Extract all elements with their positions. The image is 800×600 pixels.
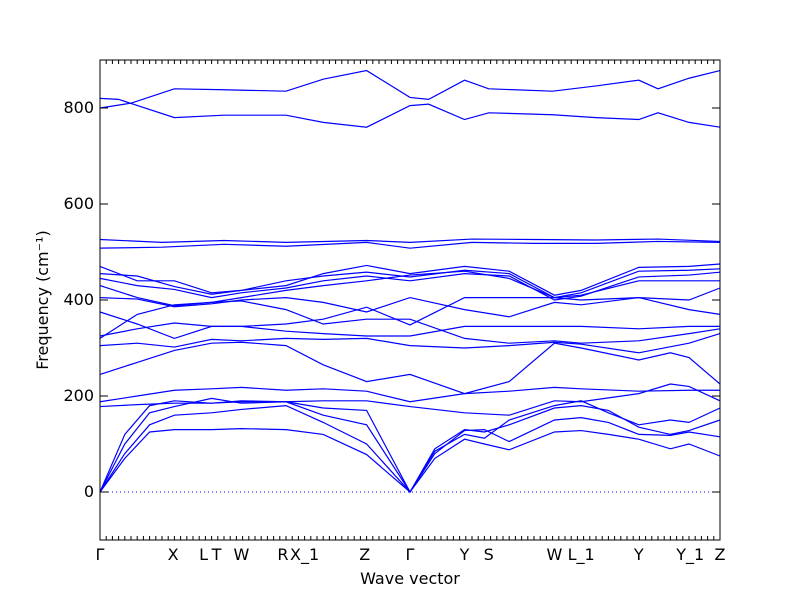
- band-line-17: [99, 400, 721, 494]
- band-line-18: [99, 397, 721, 494]
- x-tick-label-5: W: [233, 545, 249, 564]
- x-tick-label-1: Γ: [96, 545, 105, 564]
- band-line-7: [99, 271, 721, 301]
- band-line-15: [99, 386, 720, 403]
- band-line-6: [99, 268, 721, 299]
- band-line-13: [99, 333, 721, 354]
- x-tick-label-12: W: [547, 545, 563, 564]
- plot-frame: [99, 59, 721, 541]
- x-tick-label-9: Γ: [406, 545, 415, 564]
- x-tick-label-3: L: [199, 545, 208, 564]
- band-line-4: [99, 240, 721, 249]
- band-line-1: [99, 69, 721, 109]
- band-line-3: [99, 238, 721, 244]
- band-line-19: [99, 404, 721, 493]
- band-line-16: [99, 383, 721, 416]
- x-tick-label-4: T: [211, 545, 222, 564]
- x-tick-label-10: Y: [459, 545, 470, 564]
- y-tick-label: 200: [63, 386, 94, 405]
- x-tick-label-2: X: [168, 545, 179, 564]
- band-line-12: [99, 300, 721, 344]
- y-tick-label: 0: [84, 482, 94, 501]
- y-tick-label: 400: [63, 290, 94, 309]
- band-line-5: [99, 263, 721, 296]
- x-axis-label: Wave vector: [360, 569, 460, 588]
- band-line-2: [99, 97, 721, 128]
- band-line-9: [99, 287, 721, 318]
- band-line-14: [99, 341, 721, 395]
- x-tick-label-13: L_1: [568, 545, 595, 565]
- band-line-10: [99, 296, 721, 340]
- x-tick-label-8: Z: [359, 545, 370, 564]
- x-tick-label-6: R: [277, 545, 288, 564]
- x-tick-label-7: X_1: [290, 545, 319, 565]
- x-tick-label-16: Z: [715, 545, 726, 564]
- y-tick-label: 600: [63, 194, 94, 213]
- band-line-20: [99, 428, 721, 493]
- x-tick-label-15: Y_1: [675, 545, 704, 565]
- band-line-11: [99, 322, 720, 337]
- y-axis-label: Frequency (cm⁻¹): [33, 230, 52, 369]
- x-tick-label-14: Y: [633, 545, 644, 564]
- y-tick-label: 800: [63, 98, 94, 117]
- x-tick-label-11: S: [484, 545, 494, 564]
